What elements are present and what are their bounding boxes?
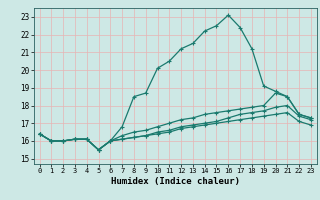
X-axis label: Humidex (Indice chaleur): Humidex (Indice chaleur): [111, 177, 240, 186]
